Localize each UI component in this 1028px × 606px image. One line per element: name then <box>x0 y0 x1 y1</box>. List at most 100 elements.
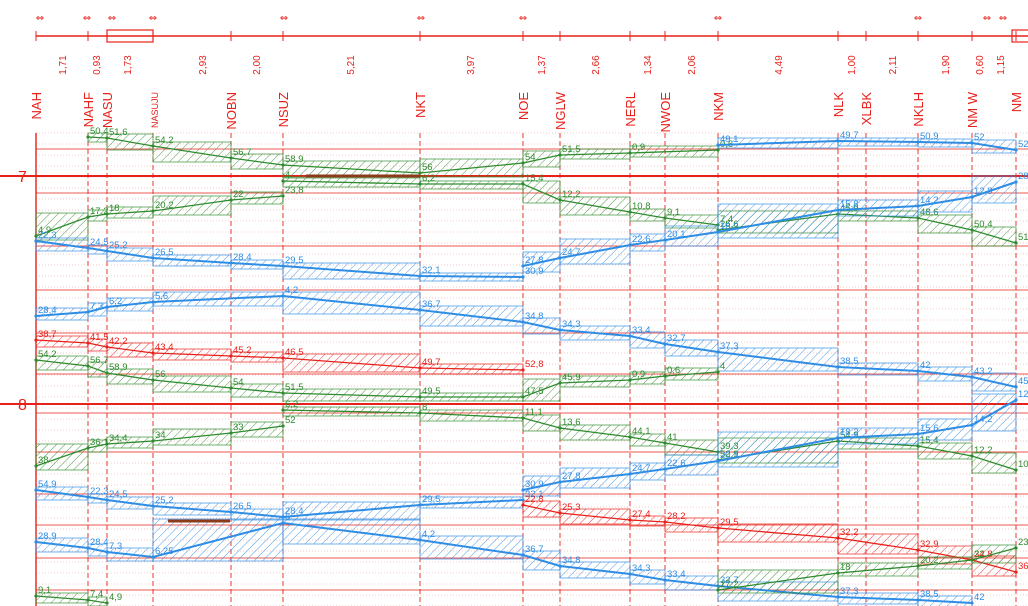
blue-train: 49,1 49,7 50,9 52 52,9 <box>716 130 1028 154</box>
segment-distance: 1,73 <box>123 55 134 75</box>
time-label: 4,9 <box>38 225 51 236</box>
stop-marker <box>970 228 974 232</box>
time-label: 30,9 <box>525 479 544 490</box>
segment-distance: 2,00 <box>252 55 263 75</box>
stop-marker <box>836 208 840 212</box>
stop-marker <box>521 395 525 399</box>
time-label: 6 <box>285 512 290 523</box>
stop-marker <box>916 204 920 208</box>
stop-marker <box>663 520 667 524</box>
time-label: 15,8 <box>840 199 859 210</box>
stop-marker <box>628 334 632 338</box>
time-label: 52,9 <box>1018 139 1028 150</box>
stop-marker <box>34 358 38 362</box>
blue-train: 54,922,324,525,226,528,429,532,1 <box>34 479 544 521</box>
segment-distance: 2,93 <box>198 55 209 75</box>
stop-marker <box>628 378 632 382</box>
stop-marker <box>34 314 38 318</box>
stop-marker <box>151 351 155 355</box>
time-label: 15,6 <box>920 423 939 434</box>
stop-marker <box>281 515 285 519</box>
stop-marker <box>916 140 920 144</box>
time-label: 51,5 <box>562 144 581 155</box>
time-label: 24,7 <box>632 463 651 474</box>
stop-marker <box>105 249 109 253</box>
track-header: ⇔ ⇔ ⇔ ⇔ ⇔ ⇔ ⇔ ⇔ ⇔ ⇔ ⇔ <box>35 13 1028 43</box>
stop-marker <box>521 161 525 165</box>
time-label: 17,2 <box>90 206 109 217</box>
segment-distance: 1,15 <box>996 55 1007 75</box>
stop-marker <box>151 439 155 443</box>
stop-marker <box>970 454 974 458</box>
stop-marker <box>105 212 109 216</box>
segment-distance: 0,60 <box>975 55 986 75</box>
time-label: 4 <box>720 361 725 372</box>
time-label: 33,4 <box>667 569 686 580</box>
stop-marker <box>281 294 285 298</box>
time-label: 47,5 <box>525 386 544 397</box>
stop-marker <box>716 370 720 374</box>
station-name: NASU <box>100 92 115 128</box>
stop-marker <box>86 598 90 602</box>
train-path <box>35 359 719 398</box>
track-switch-icon: ⇔ <box>417 13 425 24</box>
time-label: 52 <box>285 415 296 426</box>
time-label: 42,2 <box>109 336 128 347</box>
time-label: 20,2 <box>920 555 939 566</box>
time-label: 29,5 <box>422 494 441 505</box>
stop-marker <box>916 444 920 448</box>
time-label: 12,8 <box>1018 389 1028 400</box>
stop-marker <box>151 144 155 148</box>
stop-marker <box>229 261 233 265</box>
stop-marker <box>34 540 38 544</box>
time-label: 22,8 <box>525 494 544 505</box>
time-label: 50,4 <box>90 126 109 137</box>
stop-marker <box>1014 468 1018 472</box>
segment-distance: 1,37 <box>537 55 548 75</box>
time-label: 28,9 <box>1018 171 1028 182</box>
time-label: 7,4 <box>90 589 103 600</box>
time-label: 20,2 <box>155 200 174 211</box>
track-switch-icon: ⇔ <box>36 13 44 24</box>
time-label: 26,5 <box>233 501 252 512</box>
train-path <box>35 425 284 467</box>
station-name: NASUJU <box>150 92 160 128</box>
time-label: 58,9 <box>109 362 128 373</box>
stop-marker <box>418 171 422 175</box>
time-label: 28,4 <box>90 537 109 548</box>
time-label: 0,9 <box>632 142 645 153</box>
segment-distance: 1,90 <box>941 55 952 75</box>
train-path <box>35 195 284 237</box>
stop-marker <box>558 328 562 332</box>
time-label: 54,9 <box>38 479 57 490</box>
stop-marker <box>34 464 38 468</box>
time-label: 33,4 <box>632 325 651 336</box>
time-label: 37,3 <box>720 341 739 352</box>
time-label: 27,8 <box>525 255 544 266</box>
green-train: 9,1 7,4 4,9 <box>34 585 122 606</box>
stop-marker <box>521 553 525 557</box>
stop-marker <box>281 264 285 268</box>
stop-marker <box>521 488 525 492</box>
stop-marker <box>151 504 155 508</box>
green-train: 17,2 18 20,2 22 23,8 <box>716 537 1028 594</box>
time-label: 24,5 <box>109 489 128 500</box>
stop-marker <box>836 139 840 143</box>
time-label: 54,2 <box>155 135 174 146</box>
time-label: 6,25 <box>155 546 174 557</box>
time-label: 28,2 <box>667 511 686 522</box>
train-path <box>35 339 524 371</box>
time-label: 32,2 <box>840 527 859 538</box>
stop-marker <box>836 536 840 540</box>
time-label: 27,8 <box>562 471 581 482</box>
stop-marker <box>716 230 720 234</box>
track-switch-icon: ⇔ <box>149 13 157 24</box>
stop-marker <box>916 216 920 220</box>
time-label: 56,7 <box>233 147 252 158</box>
stop-marker <box>229 431 233 435</box>
stop-marker <box>558 426 562 430</box>
time-label: 43,4 <box>155 342 174 353</box>
stop-marker <box>281 179 285 183</box>
